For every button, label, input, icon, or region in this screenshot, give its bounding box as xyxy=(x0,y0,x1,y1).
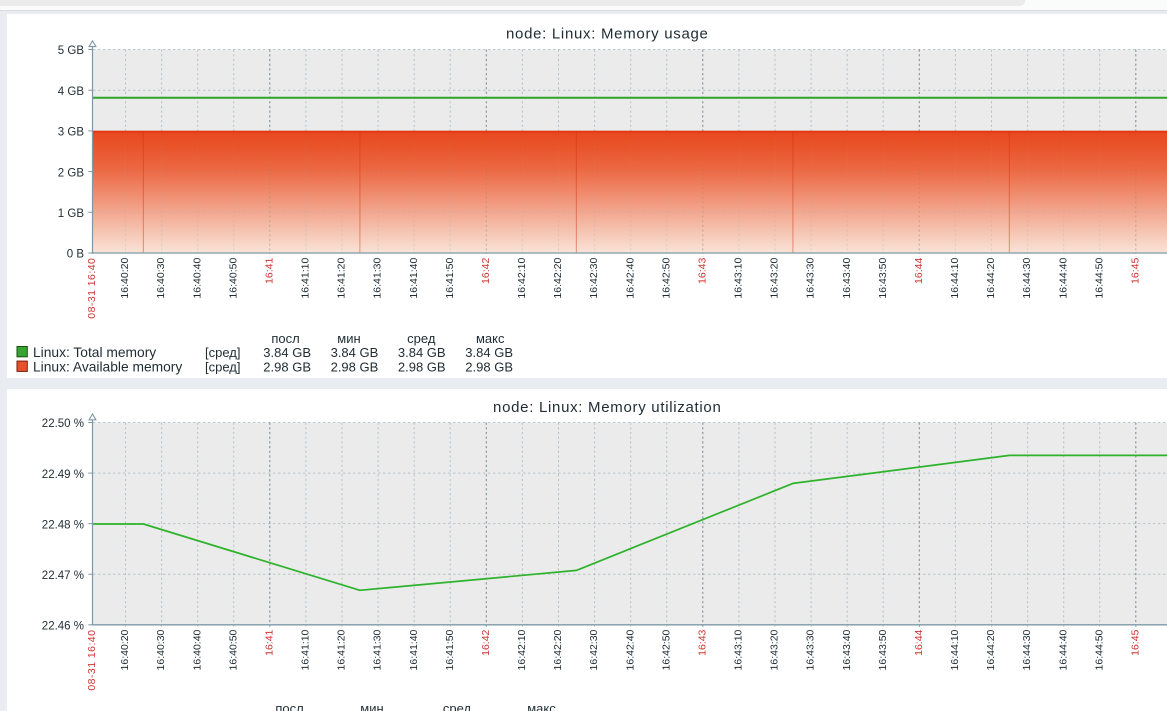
svg-text:2.98 GB: 2.98 GB xyxy=(263,360,311,375)
svg-text:16:44: 16:44 xyxy=(913,258,925,284)
svg-text:мин: мин xyxy=(337,331,360,346)
svg-text:16:42:30: 16:42:30 xyxy=(588,258,600,299)
svg-text:16:42:50: 16:42:50 xyxy=(660,629,672,670)
svg-text:посл: посл xyxy=(275,701,303,711)
svg-text:макс: макс xyxy=(527,701,556,711)
svg-text:16:43: 16:43 xyxy=(696,629,708,655)
svg-text:22.50 %: 22.50 % xyxy=(42,418,84,430)
svg-text:сред: сред xyxy=(407,331,436,346)
svg-text:16:42:20: 16:42:20 xyxy=(552,629,564,670)
svg-text:16:41:50: 16:41:50 xyxy=(444,258,456,299)
svg-text:16:45: 16:45 xyxy=(1129,258,1141,284)
svg-text:сред: сред xyxy=(443,701,472,711)
svg-text:3.84 GB: 3.84 GB xyxy=(331,345,379,360)
svg-text:16:43:30: 16:43:30 xyxy=(805,258,817,299)
svg-text:16:40:50: 16:40:50 xyxy=(227,629,239,670)
svg-text:16:41:30: 16:41:30 xyxy=(372,258,384,299)
svg-text:22.48 %: 22.48 % xyxy=(42,519,84,531)
svg-text:[сред]: [сред] xyxy=(205,360,240,375)
svg-text:16:43:20: 16:43:20 xyxy=(769,629,781,670)
svg-text:08-31 16:40: 08-31 16:40 xyxy=(86,258,98,319)
svg-text:посл: посл xyxy=(271,331,299,346)
svg-text:16:44:40: 16:44:40 xyxy=(1057,629,1069,670)
svg-text:16:41:20: 16:41:20 xyxy=(336,258,348,299)
svg-text:16:42: 16:42 xyxy=(480,258,492,284)
svg-text:16:42:10: 16:42:10 xyxy=(516,629,528,670)
svg-text:2.98 GB: 2.98 GB xyxy=(465,360,513,375)
svg-text:16:43:40: 16:43:40 xyxy=(841,258,853,299)
svg-text:16:41:10: 16:41:10 xyxy=(300,258,312,299)
svg-text:16:40:30: 16:40:30 xyxy=(155,629,167,670)
svg-text:16:43:50: 16:43:50 xyxy=(877,258,889,299)
svg-text:4 GB: 4 GB xyxy=(58,86,85,98)
svg-text:[сред]: [сред] xyxy=(205,345,240,360)
svg-text:мин: мин xyxy=(360,701,383,711)
svg-text:16:42:30: 16:42:30 xyxy=(588,629,600,670)
svg-text:16:43: 16:43 xyxy=(696,258,708,284)
svg-text:16:44:30: 16:44:30 xyxy=(1021,258,1033,299)
svg-text:16:44:30: 16:44:30 xyxy=(1021,629,1033,670)
svg-text:16:42:40: 16:42:40 xyxy=(624,258,636,299)
svg-text:16:43:20: 16:43:20 xyxy=(769,258,781,299)
svg-text:16:40:40: 16:40:40 xyxy=(191,629,203,670)
svg-text:16:40:20: 16:40:20 xyxy=(119,629,131,670)
svg-text:16:41: 16:41 xyxy=(263,258,275,284)
svg-text:16:43:40: 16:43:40 xyxy=(841,629,853,670)
svg-text:16:44:50: 16:44:50 xyxy=(1093,629,1105,670)
svg-text:16:42:40: 16:42:40 xyxy=(624,629,636,670)
svg-text:2.98 GB: 2.98 GB xyxy=(398,360,446,375)
svg-text:16:44:10: 16:44:10 xyxy=(949,629,961,670)
svg-text:16:44:40: 16:44:40 xyxy=(1057,258,1069,299)
svg-text:22.46 %: 22.46 % xyxy=(42,621,84,633)
svg-text:2 GB: 2 GB xyxy=(58,167,85,179)
svg-text:3.84 GB: 3.84 GB xyxy=(398,345,446,360)
svg-text:16:41:30: 16:41:30 xyxy=(372,629,384,670)
svg-text:16:42:20: 16:42:20 xyxy=(552,258,564,299)
svg-text:16:42:50: 16:42:50 xyxy=(660,258,672,299)
svg-text:16:41:10: 16:41:10 xyxy=(300,629,312,670)
svg-text:3.84 GB: 3.84 GB xyxy=(465,345,513,360)
svg-text:16:40:50: 16:40:50 xyxy=(227,258,239,299)
svg-text:16:42: 16:42 xyxy=(480,629,492,655)
svg-text:16:43:30: 16:43:30 xyxy=(805,629,817,670)
svg-text:16:41:20: 16:41:20 xyxy=(336,629,348,670)
svg-text:1 GB: 1 GB xyxy=(58,208,85,220)
svg-text:16:40:20: 16:40:20 xyxy=(119,258,131,299)
svg-text:16:44:20: 16:44:20 xyxy=(985,258,997,299)
svg-text:16:44:50: 16:44:50 xyxy=(1093,258,1105,299)
svg-text:16:44: 16:44 xyxy=(913,629,925,655)
svg-text:16:40:30: 16:40:30 xyxy=(155,258,167,299)
svg-text:16:45: 16:45 xyxy=(1129,629,1141,655)
svg-text:2.98 GB: 2.98 GB xyxy=(331,360,379,375)
svg-text:node: Linux: Memory usage: node: Linux: Memory usage xyxy=(506,26,709,43)
svg-text:node: Linux: Memory utilizatio: node: Linux: Memory utilization xyxy=(493,399,721,416)
svg-text:16:41:50: 16:41:50 xyxy=(444,629,456,670)
svg-text:Linux: Total memory: Linux: Total memory xyxy=(33,345,156,360)
svg-text:Linux: Available memory: Linux: Available memory xyxy=(33,360,182,375)
svg-text:16:40:40: 16:40:40 xyxy=(191,258,203,299)
svg-text:0 B: 0 B xyxy=(67,249,85,261)
svg-text:22.47 %: 22.47 % xyxy=(42,570,84,582)
svg-text:16:44:10: 16:44:10 xyxy=(949,258,961,299)
svg-text:16:43:10: 16:43:10 xyxy=(733,258,745,299)
svg-text:3.84 GB: 3.84 GB xyxy=(263,345,311,360)
svg-text:16:44:20: 16:44:20 xyxy=(985,629,997,670)
svg-text:16:41:40: 16:41:40 xyxy=(408,629,420,670)
svg-text:22.49 %: 22.49 % xyxy=(42,469,84,481)
svg-text:16:42:10: 16:42:10 xyxy=(516,258,528,299)
svg-text:08-31 16:40: 08-31 16:40 xyxy=(86,630,98,691)
svg-text:3 GB: 3 GB xyxy=(58,127,85,139)
svg-text:16:41:40: 16:41:40 xyxy=(408,258,420,299)
svg-text:16:43:10: 16:43:10 xyxy=(733,629,745,670)
svg-text:16:41: 16:41 xyxy=(263,629,275,655)
svg-text:5 GB: 5 GB xyxy=(58,45,85,57)
svg-text:макс: макс xyxy=(476,331,505,346)
svg-text:16:43:50: 16:43:50 xyxy=(877,629,889,670)
